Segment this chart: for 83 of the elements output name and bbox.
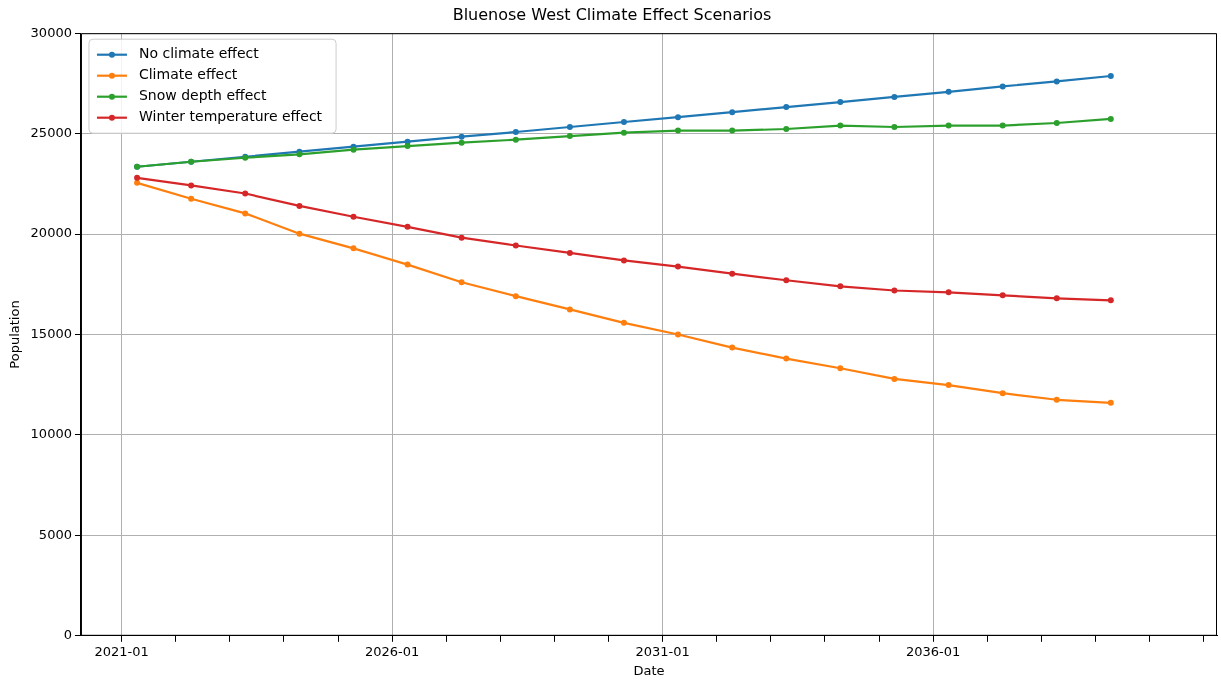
y-axis-title: Population <box>7 300 23 369</box>
point <box>945 88 952 95</box>
point <box>675 263 682 270</box>
point <box>458 234 465 241</box>
point <box>350 213 357 220</box>
point <box>458 279 465 286</box>
point <box>242 190 249 197</box>
point <box>783 104 790 111</box>
point <box>729 127 736 134</box>
point <box>296 230 303 237</box>
x-axis-title: Date <box>633 662 665 678</box>
point <box>404 223 411 230</box>
point <box>675 114 682 121</box>
point <box>404 261 411 268</box>
point <box>1107 72 1114 79</box>
point <box>350 245 357 252</box>
legend-label: No climate effect <box>138 45 260 62</box>
y-tick-label: 0 <box>63 627 72 643</box>
legend-label: Climate effect <box>138 66 238 83</box>
point <box>891 287 898 294</box>
point <box>783 355 790 362</box>
y-tick-label: 25000 <box>30 125 72 141</box>
legend-label: Winter temperature effect <box>138 108 323 125</box>
point <box>458 139 465 146</box>
y-tick-label: 15000 <box>30 325 72 341</box>
chart-title: Bluenose West Climate Effect Scenarios <box>452 4 772 24</box>
point <box>1053 295 1060 302</box>
point <box>675 127 682 134</box>
point <box>458 133 465 140</box>
y-tick-label: 20000 <box>30 225 72 241</box>
point <box>999 83 1006 90</box>
point <box>1107 115 1114 122</box>
point <box>1107 297 1114 304</box>
point <box>729 109 736 116</box>
point <box>1053 119 1060 126</box>
point <box>837 283 844 290</box>
point <box>1053 396 1060 403</box>
point <box>783 126 790 133</box>
point <box>512 293 519 300</box>
point <box>620 129 627 136</box>
point <box>620 319 627 326</box>
point <box>242 210 249 217</box>
point <box>566 306 573 313</box>
point <box>1107 399 1114 406</box>
point <box>999 122 1006 129</box>
point <box>729 270 736 277</box>
point <box>945 122 952 129</box>
y-tick-label: 30000 <box>30 24 72 40</box>
point <box>566 133 573 140</box>
point <box>675 331 682 338</box>
point <box>512 242 519 249</box>
point <box>945 289 952 296</box>
point <box>134 179 141 186</box>
legend-label: Snow depth effect <box>138 87 267 104</box>
point <box>891 93 898 100</box>
point <box>729 344 736 351</box>
x-tick-label: 2036-01 <box>905 643 961 659</box>
point <box>566 249 573 256</box>
point <box>188 195 195 202</box>
point <box>404 143 411 150</box>
point <box>999 292 1006 299</box>
point <box>134 174 141 181</box>
point <box>837 365 844 372</box>
point <box>783 277 790 284</box>
point <box>566 124 573 131</box>
x-tick-label: 2021-01 <box>94 643 149 659</box>
point <box>620 118 627 125</box>
point <box>512 136 519 143</box>
point <box>296 202 303 209</box>
x-tick-label: 2026-01 <box>364 643 420 659</box>
point <box>891 375 898 382</box>
point <box>620 257 627 264</box>
point <box>837 122 844 129</box>
y-tick-label: 5000 <box>38 526 72 542</box>
point <box>999 390 1006 397</box>
point <box>1053 78 1060 85</box>
point <box>188 182 195 189</box>
y-tick-label: 10000 <box>30 426 72 442</box>
point <box>512 129 519 136</box>
x-tick-label: 2031-01 <box>635 643 690 659</box>
point <box>945 382 952 389</box>
point <box>891 124 898 131</box>
point <box>837 99 844 106</box>
